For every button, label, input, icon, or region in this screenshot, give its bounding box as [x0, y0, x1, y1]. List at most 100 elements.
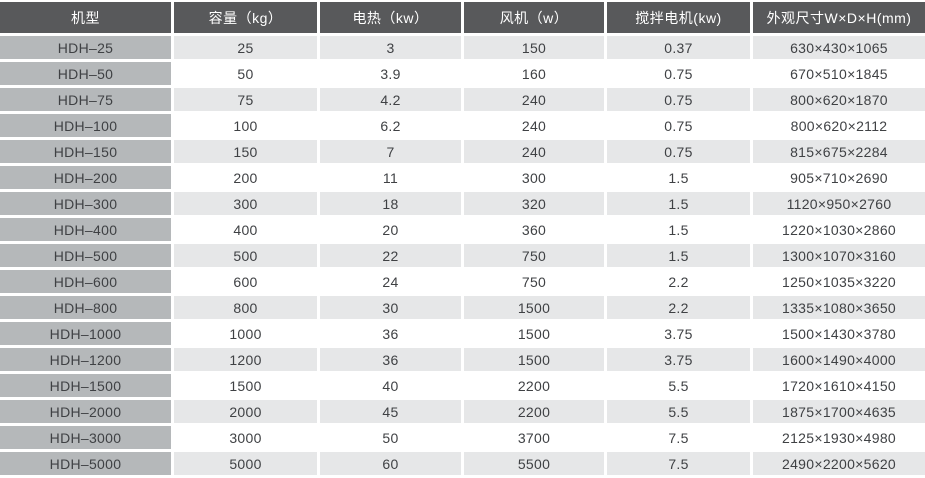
cell-capacity: 300: [174, 192, 317, 215]
cell-dimensions: 1300×1070×3160: [753, 244, 925, 267]
cell-model: HDH–5000: [0, 452, 171, 475]
column-header-model: 机型: [0, 2, 171, 33]
cell-fan: 320: [464, 192, 604, 215]
cell-dimensions: 1875×1700×4635: [753, 400, 925, 423]
cell-capacity: 800: [174, 296, 317, 319]
cell-model: HDH–1200: [0, 348, 171, 371]
cell-model: HDH–150: [0, 140, 171, 163]
table-row: HDH–150 150 7 240 0.75 815×675×2284: [0, 140, 925, 163]
table-row: HDH–50 50 3.9 160 0.75 670×510×1845: [0, 62, 925, 85]
cell-mixer-motor: 0.37: [607, 36, 750, 59]
table-row: HDH–600 600 24 750 2.2 1250×1035×3220: [0, 270, 925, 293]
cell-mixer-motor: 1.5: [607, 166, 750, 189]
column-header-fan: 风机（w）: [464, 2, 604, 33]
cell-dimensions: 2125×1930×4980: [753, 426, 925, 449]
cell-model: HDH–50: [0, 62, 171, 85]
cell-fan: 360: [464, 218, 604, 241]
cell-heating: 50: [320, 426, 461, 449]
cell-model: HDH–300: [0, 192, 171, 215]
cell-capacity: 1000: [174, 322, 317, 345]
cell-dimensions: 1600×1490×4000: [753, 348, 925, 371]
cell-fan: 240: [464, 88, 604, 111]
cell-capacity: 1200: [174, 348, 317, 371]
cell-mixer-motor: 1.5: [607, 218, 750, 241]
cell-capacity: 50: [174, 62, 317, 85]
table-row: HDH–500 500 22 750 1.5 1300×1070×3160: [0, 244, 925, 267]
cell-fan: 1500: [464, 296, 604, 319]
cell-dimensions: 2490×2200×5620: [753, 452, 925, 475]
column-header-heating: 电热（kw）: [320, 2, 461, 33]
cell-model: HDH–400: [0, 218, 171, 241]
cell-heating: 60: [320, 452, 461, 475]
cell-model: HDH–75: [0, 88, 171, 111]
cell-capacity: 75: [174, 88, 317, 111]
cell-model: HDH–1000: [0, 322, 171, 345]
table-row: HDH–2000 2000 45 2200 5.5 1875×1700×4635: [0, 400, 925, 423]
cell-fan: 300: [464, 166, 604, 189]
cell-model: HDH–600: [0, 270, 171, 293]
table-row: HDH–1000 1000 36 1500 3.75 1500×1430×378…: [0, 322, 925, 345]
cell-heating: 3: [320, 36, 461, 59]
cell-heating: 4.2: [320, 88, 461, 111]
cell-capacity: 500: [174, 244, 317, 267]
cell-heating: 11: [320, 166, 461, 189]
cell-fan: 750: [464, 270, 604, 293]
cell-fan: 240: [464, 140, 604, 163]
cell-dimensions: 1220×1030×2860: [753, 218, 925, 241]
cell-capacity: 3000: [174, 426, 317, 449]
column-header-capacity: 容量（kg）: [174, 2, 317, 33]
cell-heating: 3.9: [320, 62, 461, 85]
table-row: HDH–5000 5000 60 5500 7.5 2490×2200×5620: [0, 452, 925, 475]
cell-model: HDH–1500: [0, 374, 171, 397]
cell-mixer-motor: 0.75: [607, 88, 750, 111]
cell-dimensions: 1720×1610×4150: [753, 374, 925, 397]
cell-model: HDH–500: [0, 244, 171, 267]
cell-dimensions: 815×675×2284: [753, 140, 925, 163]
cell-dimensions: 905×710×2690: [753, 166, 925, 189]
cell-model: HDH–100: [0, 114, 171, 137]
cell-capacity: 25: [174, 36, 317, 59]
cell-heating: 36: [320, 322, 461, 345]
cell-fan: 1500: [464, 348, 604, 371]
cell-dimensions: 800×620×2112: [753, 114, 925, 137]
cell-mixer-motor: 2.2: [607, 270, 750, 293]
cell-mixer-motor: 0.75: [607, 62, 750, 85]
column-header-mixer-motor: 搅拌电机(kw): [607, 2, 750, 33]
cell-fan: 3700: [464, 426, 604, 449]
cell-model: HDH–2000: [0, 400, 171, 423]
cell-heating: 36: [320, 348, 461, 371]
cell-fan: 2200: [464, 400, 604, 423]
cell-capacity: 400: [174, 218, 317, 241]
cell-mixer-motor: 3.75: [607, 348, 750, 371]
table-row: HDH–200 200 11 300 1.5 905×710×2690: [0, 166, 925, 189]
table-row: HDH–3000 3000 50 3700 7.5 2125×1930×4980: [0, 426, 925, 449]
cell-mixer-motor: 5.5: [607, 374, 750, 397]
cell-fan: 160: [464, 62, 604, 85]
cell-heating: 30: [320, 296, 461, 319]
cell-mixer-motor: 0.75: [607, 140, 750, 163]
table-row: HDH–1200 1200 36 1500 3.75 1600×1490×400…: [0, 348, 925, 371]
cell-dimensions: 1250×1035×3220: [753, 270, 925, 293]
cell-model: HDH–800: [0, 296, 171, 319]
table-row: HDH–75 75 4.2 240 0.75 800×620×1870: [0, 88, 925, 111]
cell-fan: 1500: [464, 322, 604, 345]
cell-capacity: 200: [174, 166, 317, 189]
table-row: HDH–25 25 3 150 0.37 630×430×1065: [0, 36, 925, 59]
table-header-row: 机型 容量（kg） 电热（kw） 风机（w） 搅拌电机(kw) 外观尺寸W×D×…: [0, 2, 925, 33]
cell-mixer-motor: 1.5: [607, 244, 750, 267]
cell-heating: 24: [320, 270, 461, 293]
table-row: HDH–400 400 20 360 1.5 1220×1030×2860: [0, 218, 925, 241]
cell-heating: 22: [320, 244, 461, 267]
cell-mixer-motor: 3.75: [607, 322, 750, 345]
cell-model: HDH–25: [0, 36, 171, 59]
cell-capacity: 100: [174, 114, 317, 137]
cell-heating: 45: [320, 400, 461, 423]
cell-capacity: 1500: [174, 374, 317, 397]
cell-heating: 6.2: [320, 114, 461, 137]
cell-dimensions: 1335×1080×3650: [753, 296, 925, 319]
cell-mixer-motor: 5.5: [607, 400, 750, 423]
cell-model: HDH–3000: [0, 426, 171, 449]
table-body: HDH–25 25 3 150 0.37 630×430×1065 HDH–50…: [0, 36, 925, 475]
cell-mixer-motor: 7.5: [607, 452, 750, 475]
